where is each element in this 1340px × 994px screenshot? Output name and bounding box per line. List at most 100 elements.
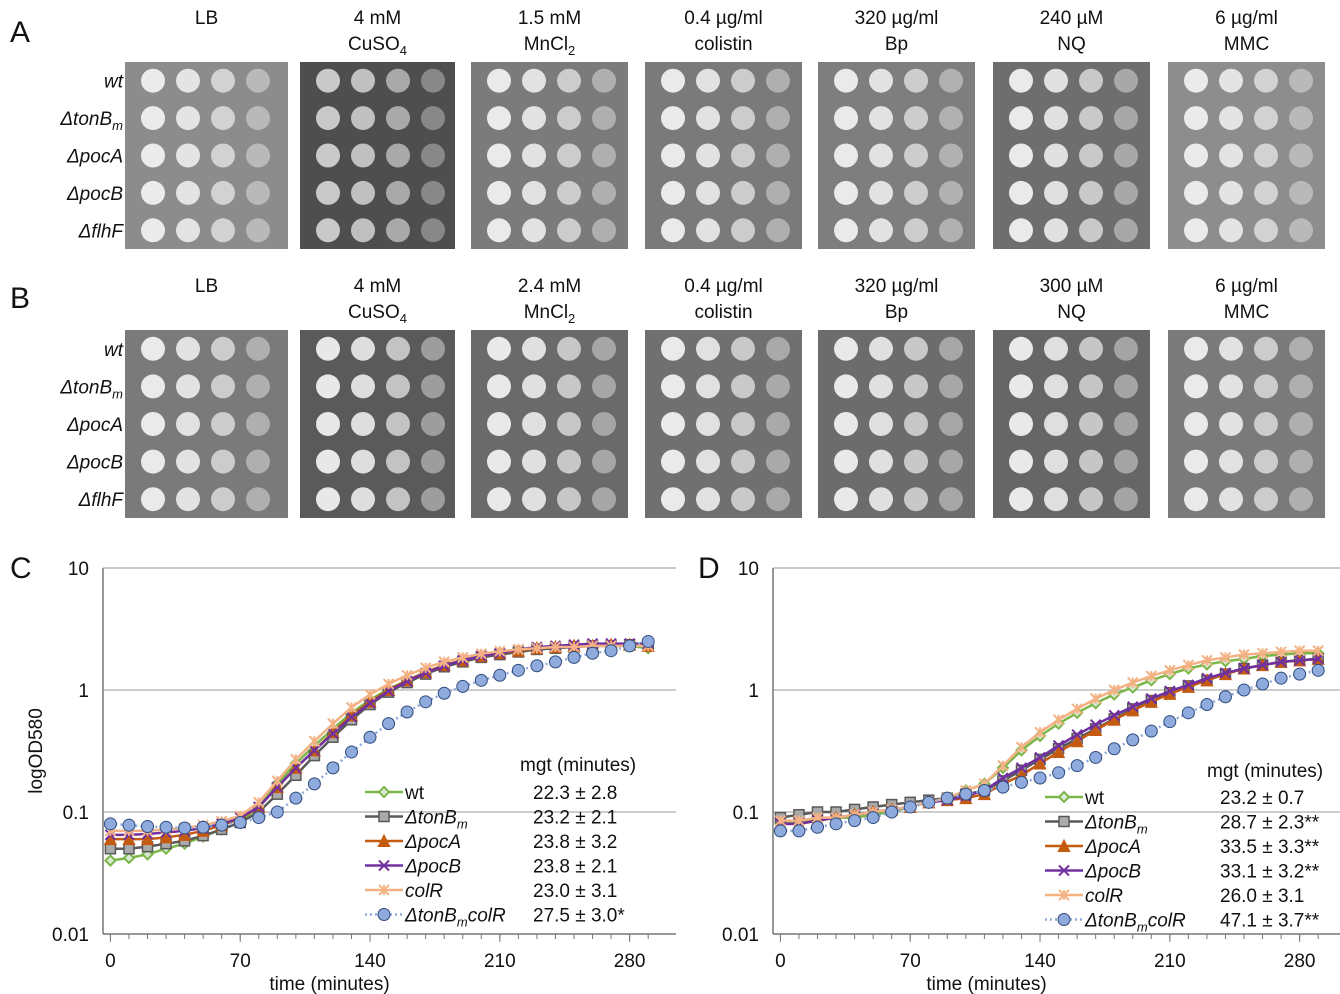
colony-spot xyxy=(834,106,858,131)
legend-label: ΔpocA xyxy=(1084,837,1141,858)
colony-spot xyxy=(246,68,270,93)
condition-label-sub: 4 xyxy=(400,311,407,326)
colony-spot xyxy=(1219,68,1243,93)
strain-label: ΔflhF xyxy=(78,221,125,242)
colony-spot xyxy=(1289,143,1313,168)
colony-spot xyxy=(557,487,581,512)
y-tick-label: 10 xyxy=(738,559,759,580)
colony-spot xyxy=(766,412,790,436)
marker xyxy=(475,648,487,660)
marker xyxy=(308,735,321,747)
colony-spot xyxy=(869,449,893,474)
condition-label-sub: 2 xyxy=(568,311,575,326)
legend-mgt: 23.8 ± 2.1 xyxy=(533,857,617,878)
marker xyxy=(1033,771,1047,785)
legend-label: ΔtonBm xyxy=(1084,813,1148,837)
condition-label: CuSO4 xyxy=(348,302,407,326)
colony-spot xyxy=(869,374,893,399)
colony-spot xyxy=(731,487,755,512)
panel-label: D xyxy=(698,552,720,585)
colony-spot xyxy=(1009,336,1033,361)
marker xyxy=(1219,651,1232,664)
colony-spot xyxy=(1114,218,1138,243)
colony-spot xyxy=(939,180,963,205)
marker xyxy=(382,678,395,690)
legend-label: ΔtonBmcolR xyxy=(404,906,506,930)
colony-spot xyxy=(1289,218,1313,243)
colony-spot xyxy=(211,412,235,436)
colony-spot xyxy=(904,180,928,205)
legend-label-part: ΔtonB xyxy=(1084,813,1137,834)
colony-spot xyxy=(1044,180,1068,205)
marker xyxy=(866,811,880,825)
colony-spot xyxy=(211,68,235,93)
marker xyxy=(774,814,787,827)
condition-label: 0.4 µg/ml xyxy=(684,276,763,297)
legend-mgt: 23.2 ± 2.1 xyxy=(533,808,617,829)
strain-label: ΔflhF xyxy=(78,490,125,511)
marker xyxy=(252,811,266,825)
condition-label: MnCl2 xyxy=(524,302,576,326)
colony-spot xyxy=(904,449,928,474)
colony-spot xyxy=(1254,374,1278,399)
colony-spot xyxy=(1184,218,1208,243)
condition-label: 240 µM xyxy=(1040,8,1104,29)
colony-spot xyxy=(421,68,445,93)
y-tick-label: 1 xyxy=(748,681,759,702)
marker xyxy=(811,820,825,834)
marker xyxy=(1108,709,1120,722)
condition-label-sub: 2 xyxy=(568,43,575,58)
colony-spot xyxy=(176,218,200,243)
marker xyxy=(159,820,173,834)
colony-spot xyxy=(1044,487,1068,512)
legend-marker xyxy=(1058,864,1070,877)
marker xyxy=(345,711,358,723)
strain-label: ΔpocB xyxy=(66,184,123,205)
colony-spot xyxy=(1079,143,1103,168)
marker xyxy=(1201,672,1213,684)
marker xyxy=(1107,712,1121,726)
marker xyxy=(1014,775,1028,789)
condition-label: MMC xyxy=(1224,302,1269,323)
marker xyxy=(141,820,155,834)
colony-spot xyxy=(246,449,270,474)
colony-spot xyxy=(1289,106,1313,131)
marker xyxy=(1164,685,1176,697)
condition-label: colistin xyxy=(694,302,752,323)
marker xyxy=(122,818,136,832)
colony-spot xyxy=(487,68,511,93)
marker xyxy=(792,824,806,838)
colony-spot xyxy=(487,374,511,399)
colony-spot xyxy=(904,336,928,361)
legend-marker xyxy=(1058,889,1070,901)
marker xyxy=(997,759,1009,772)
marker xyxy=(196,820,210,834)
colony-spot xyxy=(1079,180,1103,205)
marker xyxy=(512,643,525,656)
marker xyxy=(773,824,787,838)
marker xyxy=(177,827,192,841)
marker xyxy=(123,842,135,855)
strain-label-part: ΔtonB xyxy=(59,109,112,130)
colony-spot xyxy=(421,106,445,131)
legend-marker xyxy=(377,908,391,921)
colony-spot xyxy=(557,412,581,436)
colony-spot xyxy=(766,374,790,399)
marker xyxy=(122,851,136,865)
colony-spot xyxy=(731,106,755,131)
colony-spot xyxy=(1114,336,1138,361)
colony-spot xyxy=(211,143,235,168)
marker xyxy=(1052,739,1065,752)
legend-marker xyxy=(1057,913,1071,926)
colony-spot xyxy=(834,449,858,474)
colony-spot xyxy=(1219,487,1243,512)
condition-label: Bp xyxy=(885,302,908,323)
colony-spot xyxy=(592,68,616,93)
colony-spot xyxy=(386,412,410,436)
colony-spot xyxy=(1114,374,1138,399)
colony-spot xyxy=(696,106,720,131)
colony-spot xyxy=(869,487,893,512)
colony-spot xyxy=(869,180,893,205)
colony-spot xyxy=(834,487,858,512)
legend-label: ΔtonBm xyxy=(404,808,468,832)
